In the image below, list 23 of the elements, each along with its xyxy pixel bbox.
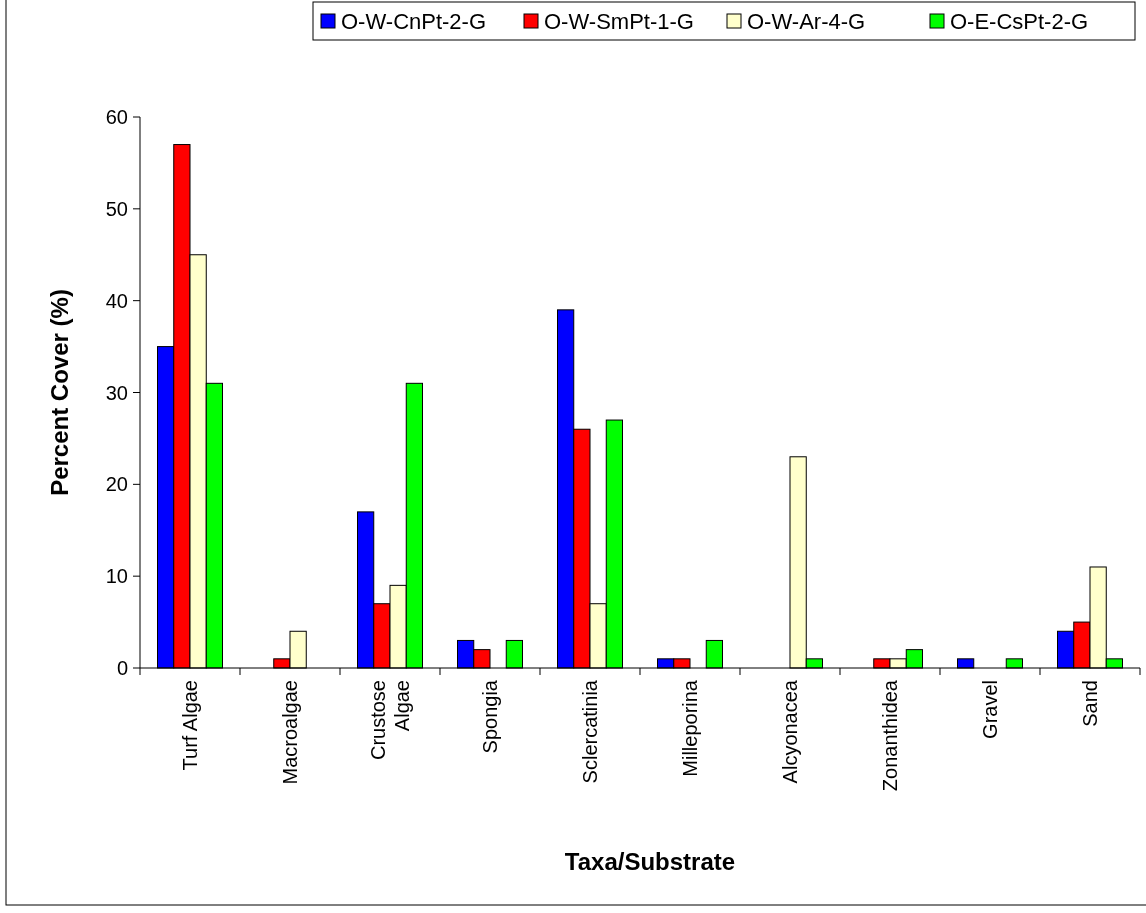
x-tick-label: Milleporina (679, 679, 701, 777)
x-tick-label: Sand (1079, 680, 1101, 727)
x-axis-title: Taxa/Substrate (564, 848, 736, 875)
legend-label: O-W-Ar-4-G (747, 8, 866, 34)
y-tick-label: 50 (105, 197, 128, 220)
legend-label: O-W-SmPt-1-G (544, 8, 694, 34)
x-tick-label: Sclercatinia (579, 679, 601, 784)
y-tick-label: 10 (105, 565, 128, 588)
x-tick-label: Gravel (979, 680, 1001, 739)
y-axis-title: Percent Cover (%) (46, 289, 73, 496)
x-tick-label: Crustose Algae (367, 680, 413, 761)
x-tick-label: Alcyonacea (779, 679, 801, 784)
y-tick-label: 20 (105, 473, 128, 496)
y-tick-label: 0 (116, 657, 128, 679)
y-tick-label: 30 (105, 381, 128, 404)
legend-label: O-E-CsPt-2-G (950, 8, 1089, 34)
x-tick-label: Zonanthidea (879, 679, 901, 792)
x-tick-label: Spongia (479, 679, 501, 754)
legend-label: O-W-CnPt-2-G (341, 8, 487, 34)
x-tick-label: Macroalgae (279, 680, 301, 785)
y-tick-label: 40 (105, 289, 128, 312)
y-tick-label: 60 (105, 106, 128, 128)
x-tick-label: Turf Algae (179, 680, 201, 771)
